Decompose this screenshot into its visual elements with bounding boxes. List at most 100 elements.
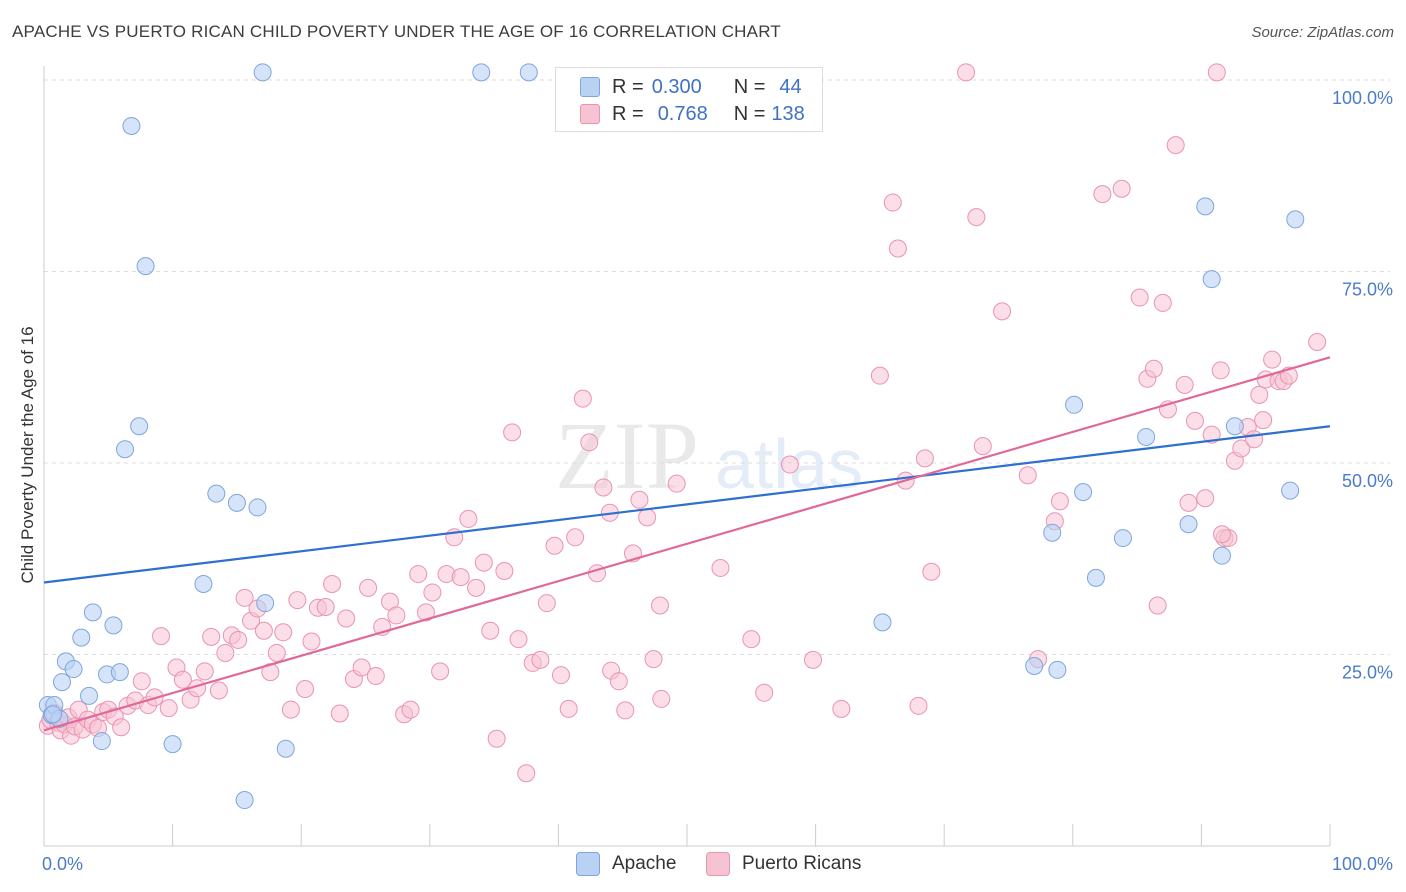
- legend-row-apache: R = 0.300 N = 44: [580, 75, 802, 99]
- apache-r-value: 0.300: [651, 75, 702, 98]
- apache-point-16: [122, 116, 141, 135]
- puerto-point-75: [517, 764, 536, 783]
- apache-swatch: [580, 77, 600, 97]
- puerto-point-70: [481, 621, 500, 640]
- puerto-point-149: [667, 474, 686, 493]
- puerto-point-124: [1202, 425, 1221, 444]
- x-tick-label-min: 0.0%: [42, 854, 83, 874]
- apache-point-40: [1196, 197, 1215, 216]
- puerto-point-148: [650, 596, 669, 615]
- puerto-point-107: [1018, 466, 1037, 485]
- puerto-point-61: [416, 603, 435, 622]
- puerto-point-84: [580, 433, 599, 452]
- puerto-point-38: [254, 621, 273, 640]
- apache-n-label: N =: [733, 75, 766, 98]
- puerto-point-119: [1166, 136, 1185, 155]
- puerto-point-95: [742, 630, 761, 649]
- puerto-point-20: [132, 672, 151, 691]
- puerto-swatch: [580, 104, 600, 124]
- y-tick-label-75: 75.0%: [1342, 280, 1393, 300]
- puerto-r-value: 0.768: [657, 102, 708, 125]
- puerto-point-111: [1093, 185, 1112, 204]
- y-tick-labels: 25.0% 50.0% 75.0% 100.0%: [1332, 88, 1393, 683]
- puerto-point-63: [431, 662, 450, 681]
- puerto-point-79: [545, 536, 564, 555]
- apache-point-23: [235, 791, 254, 810]
- correlation-legend: R = 0.300 N = 44 R = 0.768 N = 138: [555, 67, 823, 132]
- legend-item-puerto-ricans[interactable]: Puerto Ricans: [706, 852, 861, 876]
- apache-point-11: [92, 732, 111, 751]
- puerto-point-132: [1250, 385, 1269, 404]
- apache-point-27: [276, 739, 295, 758]
- puerto-point-134: [1263, 350, 1282, 369]
- puerto-point-125: [1211, 361, 1230, 380]
- puerto-point-143: [711, 558, 730, 577]
- apache-trend-line: [43, 425, 1331, 584]
- puerto-point-80: [551, 666, 570, 685]
- puerto-point-30: [202, 627, 221, 646]
- puerto-point-110: [1050, 492, 1069, 511]
- puerto-trend-line: [43, 356, 1331, 732]
- apache-point-36: [1086, 568, 1105, 587]
- puerto-point-32: [216, 643, 235, 662]
- puerto-point-73: [503, 423, 522, 442]
- legend-row-puerto: R = 0.768 N = 138: [580, 102, 805, 126]
- puerto-point-88: [609, 672, 628, 691]
- puerto-point-103: [957, 63, 976, 82]
- apache-point-38: [1137, 427, 1156, 446]
- puerto-point-82: [566, 528, 585, 547]
- apache-point-21: [207, 484, 226, 503]
- apache-point-10: [83, 603, 102, 622]
- apache-point-43: [1225, 417, 1244, 436]
- puerto-point-105: [973, 437, 992, 456]
- puerto-point-92: [638, 508, 657, 527]
- apache-point-29: [519, 63, 538, 82]
- puerto-legend-label: Puerto Ricans: [742, 853, 862, 874]
- apache-point-33: [1043, 523, 1062, 542]
- apache-point-32: [1048, 660, 1067, 679]
- puerto-point-54: [366, 666, 385, 685]
- apache-point-7: [64, 660, 83, 679]
- puerto-point-145: [804, 650, 823, 669]
- puerto-point-129: [1232, 439, 1251, 458]
- puerto-point-141: [1254, 411, 1273, 430]
- puerto-n-value: 138: [771, 102, 805, 125]
- puerto-point-29: [195, 662, 214, 681]
- apache-point-34: [1065, 395, 1084, 414]
- series-legend: Apache Puerto Ricans: [0, 852, 1406, 878]
- y-tick-label-100: 100.0%: [1332, 88, 1393, 108]
- puerto-point-96: [780, 455, 799, 474]
- apache-point-28: [472, 63, 491, 82]
- puerto-point-120: [1175, 375, 1194, 394]
- puerto-point-44: [296, 679, 315, 698]
- apache-point-4: [44, 705, 63, 724]
- puerto-point-45: [302, 632, 321, 651]
- puerto-point-77: [531, 650, 550, 669]
- puerto-point-146: [832, 699, 851, 718]
- puerto-point-89: [616, 701, 635, 720]
- apache-point-15: [116, 440, 135, 459]
- apache-point-37: [1113, 529, 1132, 548]
- puerto-point-59: [401, 700, 420, 719]
- apache-point-5: [53, 673, 72, 692]
- puerto-point-94: [652, 689, 671, 708]
- puerto-point-72: [495, 562, 514, 581]
- apache-point-8: [72, 628, 91, 647]
- apache-points: [38, 63, 1305, 810]
- puerto-point-98: [883, 193, 902, 212]
- puerto-point-121: [1179, 493, 1198, 512]
- puerto-point-138: [1308, 332, 1327, 351]
- apache-point-17: [130, 417, 149, 436]
- apache-point-22: [227, 493, 246, 512]
- puerto-point-47: [316, 598, 335, 617]
- puerto-point-43: [288, 591, 307, 610]
- legend-item-apache[interactable]: Apache: [576, 852, 676, 876]
- y-tick-label-25: 25.0%: [1342, 663, 1393, 683]
- apache-point-30: [873, 613, 892, 632]
- apache-point-42: [1212, 546, 1231, 565]
- puerto-point-131: [1245, 430, 1264, 449]
- puerto-n-label: N =: [733, 102, 766, 125]
- puerto-point-48: [323, 575, 342, 594]
- puerto-point-71: [487, 729, 506, 748]
